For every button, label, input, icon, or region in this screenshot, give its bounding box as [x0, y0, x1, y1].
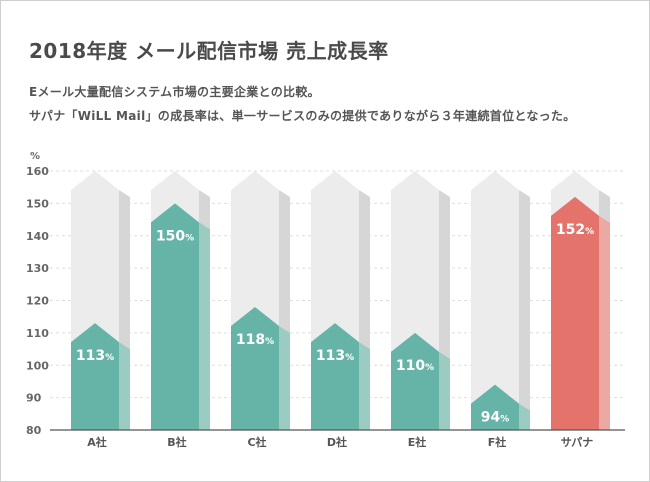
subtitle-line-1: Eメール大量配信システム市場の主要企業との比較。 [29, 85, 320, 99]
bar-side-5 [519, 403, 530, 430]
y-tick-label-130: 130 [26, 262, 49, 275]
x-tick-label-2: C社 [247, 435, 266, 449]
bar-2 [231, 306, 279, 430]
bars [71, 196, 610, 430]
y-axis-unit: % [30, 151, 40, 162]
x-tick-label-0: A社 [87, 435, 107, 449]
value-label-1: 150% [156, 228, 194, 244]
subtitle-line-2: サパナ「WiLL Mail」の成長率は、単一サービスのみの提供でありながら３年連… [29, 109, 576, 123]
bar-side-6 [599, 215, 610, 430]
y-tick-label-150: 150 [26, 197, 49, 210]
bar-side-3 [359, 342, 370, 430]
y-tick-label-160: 160 [26, 165, 49, 178]
value-labels: 113% 150% 118% 113% 110% 94% 152% [76, 222, 594, 426]
bar-5 [471, 384, 519, 430]
bar-track-5 [471, 171, 519, 430]
bar-6 [551, 196, 599, 430]
value-label-5: 94% [481, 410, 510, 426]
x-tick-label-6: サパナ [561, 436, 594, 449]
axes: 80 90 100 110 120 130 140 150 160% A社 B社 C社 D社 E社 F社 サパ… [26, 151, 625, 449]
y-tick-label-100: 100 [26, 359, 49, 372]
page-title: 2018年度 メール配信市場 売上成長率 [29, 39, 389, 63]
x-tick-label-5: F社 [488, 435, 507, 449]
value-label-2: 118% [236, 332, 274, 348]
bar-track-side-5 [519, 190, 530, 430]
x-tick-label-4: E社 [408, 435, 427, 449]
bar-4 [391, 332, 439, 430]
y-tick-label-90: 90 [26, 392, 42, 405]
x-tick-label-1: B社 [167, 435, 186, 449]
bar-side-0 [119, 342, 130, 430]
bar-0 [71, 323, 119, 430]
x-tick-label-3: D社 [327, 435, 347, 449]
bar-side-4 [439, 351, 450, 430]
bar-3 [311, 323, 359, 430]
y-tick-label-80: 80 [26, 424, 42, 437]
y-tick-label-120: 120 [26, 295, 49, 308]
y-tick-label-110: 110 [26, 327, 49, 340]
value-label-3: 113% [316, 348, 354, 364]
value-label-6: 152% [556, 222, 594, 238]
bar-1 [151, 203, 199, 430]
bar-side-1 [199, 222, 210, 430]
bar-side-2 [279, 325, 290, 430]
value-label-0: 113% [76, 348, 114, 364]
y-tick-label-140: 140 [26, 230, 49, 243]
value-label-4: 110% [396, 358, 434, 374]
